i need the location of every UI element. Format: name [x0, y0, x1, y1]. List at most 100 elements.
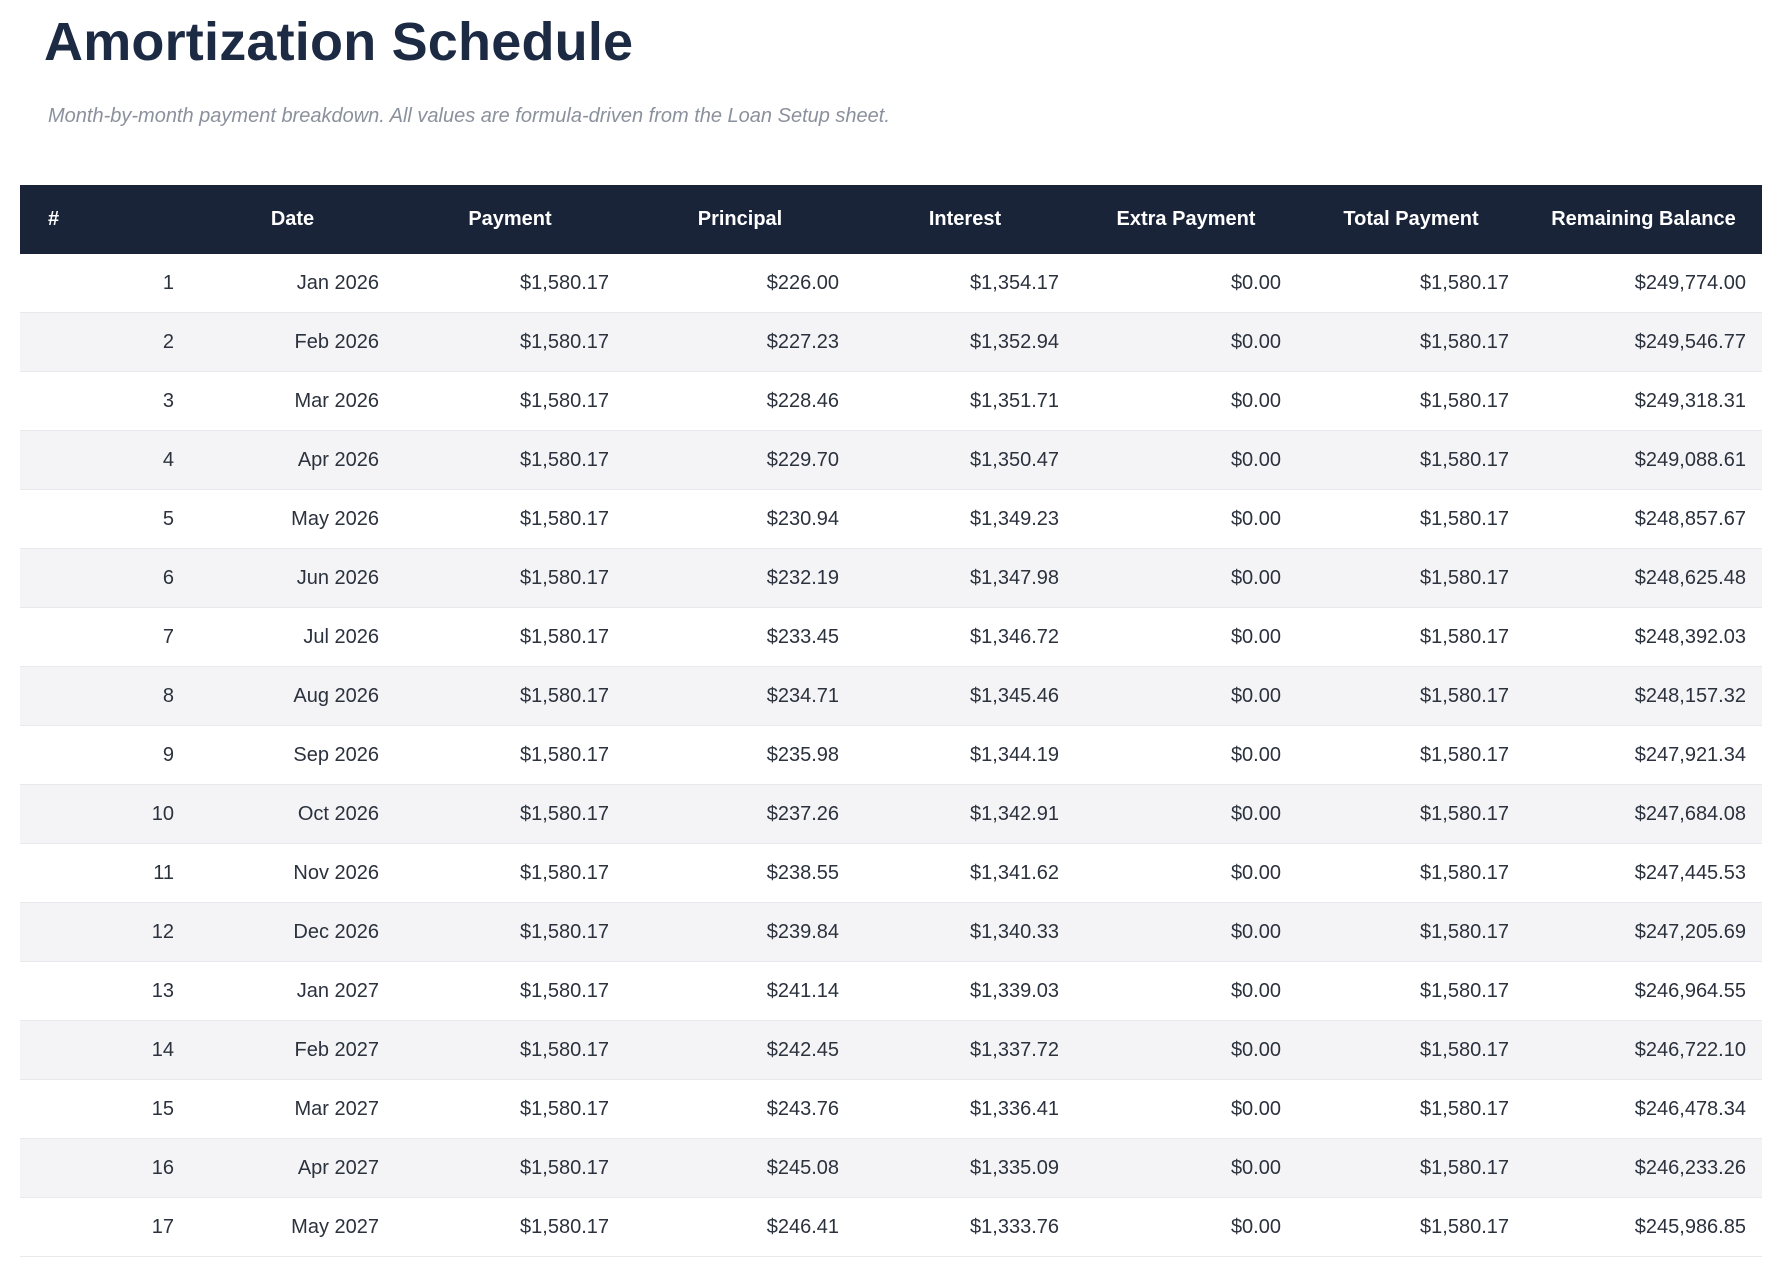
cell-n: 13 — [20, 961, 190, 1021]
cell-total: $1,580.17 — [1297, 607, 1525, 667]
column-header-principal: Principal — [625, 184, 855, 254]
cell-payment: $1,580.17 — [395, 548, 625, 608]
cell-date: Dec 2026 — [190, 902, 395, 962]
cell-principal: $235.98 — [625, 725, 855, 785]
cell-date: Jul 2026 — [190, 607, 395, 667]
cell-principal: $237.26 — [625, 784, 855, 844]
cell-n: 2 — [20, 312, 190, 372]
cell-principal: $232.19 — [625, 548, 855, 608]
cell-payment: $1,580.17 — [395, 1197, 625, 1257]
cell-extra: $0.00 — [1075, 1138, 1297, 1198]
cell-principal: $230.94 — [625, 489, 855, 549]
cell-total: $1,580.17 — [1297, 1197, 1525, 1257]
cell-date: Nov 2026 — [190, 843, 395, 903]
cell-payment: $1,580.17 — [395, 489, 625, 549]
page-subtitle: Month-by-month payment breakdown. All va… — [48, 104, 890, 127]
cell-interest: $1,341.62 — [855, 843, 1075, 903]
table-row: 5 May 2026 $1,580.17 $230.94 $1,349.23 $0.00 $… — [20, 489, 1762, 549]
cell-n: 10 — [20, 784, 190, 844]
cell-n: 11 — [20, 843, 190, 903]
cell-balance: $247,684.08 — [1525, 784, 1762, 844]
cell-balance: $246,964.55 — [1525, 961, 1762, 1021]
table-row: 14 Feb 2027 $1,580.17 $242.45 $1,337.72 $0.00… — [20, 1020, 1762, 1080]
table-header: # Date Payment Principal Interest Extra Payme… — [20, 184, 1762, 254]
cell-extra: $0.00 — [1075, 784, 1297, 844]
cell-balance: $246,478.34 — [1525, 1079, 1762, 1139]
page-title: Amortization Schedule — [44, 12, 634, 72]
cell-principal: $243.76 — [625, 1079, 855, 1139]
cell-extra: $0.00 — [1075, 312, 1297, 372]
cell-total: $1,580.17 — [1297, 371, 1525, 431]
amortization-table: # Date Payment Principal Interest Extra Payme… — [20, 184, 1762, 1257]
cell-balance: $249,318.31 — [1525, 371, 1762, 431]
cell-n: 12 — [20, 902, 190, 962]
cell-interest: $1,344.19 — [855, 725, 1075, 785]
cell-extra: $0.00 — [1075, 1079, 1297, 1139]
cell-total: $1,580.17 — [1297, 312, 1525, 372]
cell-n: 9 — [20, 725, 190, 785]
cell-payment: $1,580.17 — [395, 1138, 625, 1198]
cell-payment: $1,580.17 — [395, 253, 625, 313]
cell-interest: $1,354.17 — [855, 253, 1075, 313]
cell-interest: $1,347.98 — [855, 548, 1075, 608]
cell-principal: $233.45 — [625, 607, 855, 667]
cell-n: 5 — [20, 489, 190, 549]
table-body: 1 Jan 2026 $1,580.17 $226.00 $1,354.17 $0.00 $… — [20, 253, 1762, 1257]
cell-total: $1,580.17 — [1297, 1138, 1525, 1198]
cell-n: 17 — [20, 1197, 190, 1257]
cell-interest: $1,335.09 — [855, 1138, 1075, 1198]
cell-balance: $249,774.00 — [1525, 253, 1762, 313]
cell-interest: $1,336.41 — [855, 1079, 1075, 1139]
cell-extra: $0.00 — [1075, 253, 1297, 313]
cell-extra: $0.00 — [1075, 725, 1297, 785]
cell-extra: $0.00 — [1075, 371, 1297, 431]
table-row: 10 Oct 2026 $1,580.17 $237.26 $1,342.91 $0.00… — [20, 784, 1762, 844]
cell-extra: $0.00 — [1075, 843, 1297, 903]
cell-interest: $1,337.72 — [855, 1020, 1075, 1080]
cell-principal: $228.46 — [625, 371, 855, 431]
cell-date: May 2027 — [190, 1197, 395, 1257]
cell-date: Jan 2027 — [190, 961, 395, 1021]
cell-date: Jan 2026 — [190, 253, 395, 313]
table-row: 7 Jul 2026 $1,580.17 $233.45 $1,346.72 $0.00 $… — [20, 607, 1762, 667]
table-row: 13 Jan 2027 $1,580.17 $241.14 $1,339.03 $0.00… — [20, 961, 1762, 1021]
table-row: 9 Sep 2026 $1,580.17 $235.98 $1,344.19 $0.00 $… — [20, 725, 1762, 785]
cell-balance: $245,986.85 — [1525, 1197, 1762, 1257]
cell-payment: $1,580.17 — [395, 1020, 625, 1080]
cell-total: $1,580.17 — [1297, 430, 1525, 490]
cell-principal: $241.14 — [625, 961, 855, 1021]
column-header-interest: Interest — [855, 184, 1075, 254]
cell-extra: $0.00 — [1075, 489, 1297, 549]
cell-total: $1,580.17 — [1297, 843, 1525, 903]
cell-n: 7 — [20, 607, 190, 667]
cell-n: 4 — [20, 430, 190, 490]
table-row: 17 May 2027 $1,580.17 $246.41 $1,333.76 $0.00… — [20, 1197, 1762, 1257]
column-header-extra: Extra Payment — [1075, 184, 1297, 254]
cell-total: $1,580.17 — [1297, 489, 1525, 549]
cell-extra: $0.00 — [1075, 666, 1297, 726]
cell-payment: $1,580.17 — [395, 843, 625, 903]
cell-total: $1,580.17 — [1297, 1020, 1525, 1080]
table-row: 3 Mar 2026 $1,580.17 $228.46 $1,351.71 $0.00 $… — [20, 371, 1762, 431]
cell-balance: $247,921.34 — [1525, 725, 1762, 785]
cell-principal: $229.70 — [625, 430, 855, 490]
cell-extra: $0.00 — [1075, 1020, 1297, 1080]
cell-principal: $242.45 — [625, 1020, 855, 1080]
cell-principal: $239.84 — [625, 902, 855, 962]
cell-extra: $0.00 — [1075, 607, 1297, 667]
cell-total: $1,580.17 — [1297, 902, 1525, 962]
cell-balance: $246,233.26 — [1525, 1138, 1762, 1198]
table-row: 11 Nov 2026 $1,580.17 $238.55 $1,341.62 $0.00… — [20, 843, 1762, 903]
cell-balance: $248,392.03 — [1525, 607, 1762, 667]
cell-n: 8 — [20, 666, 190, 726]
cell-balance: $247,205.69 — [1525, 902, 1762, 962]
cell-interest: $1,352.94 — [855, 312, 1075, 372]
cell-payment: $1,580.17 — [395, 371, 625, 431]
table-row: 2 Feb 2026 $1,580.17 $227.23 $1,352.94 $0.00 $… — [20, 312, 1762, 372]
table-row: 15 Mar 2027 $1,580.17 $243.76 $1,336.41 $0.00… — [20, 1079, 1762, 1139]
cell-extra: $0.00 — [1075, 1197, 1297, 1257]
cell-n: 3 — [20, 371, 190, 431]
cell-total: $1,580.17 — [1297, 548, 1525, 608]
cell-total: $1,580.17 — [1297, 784, 1525, 844]
